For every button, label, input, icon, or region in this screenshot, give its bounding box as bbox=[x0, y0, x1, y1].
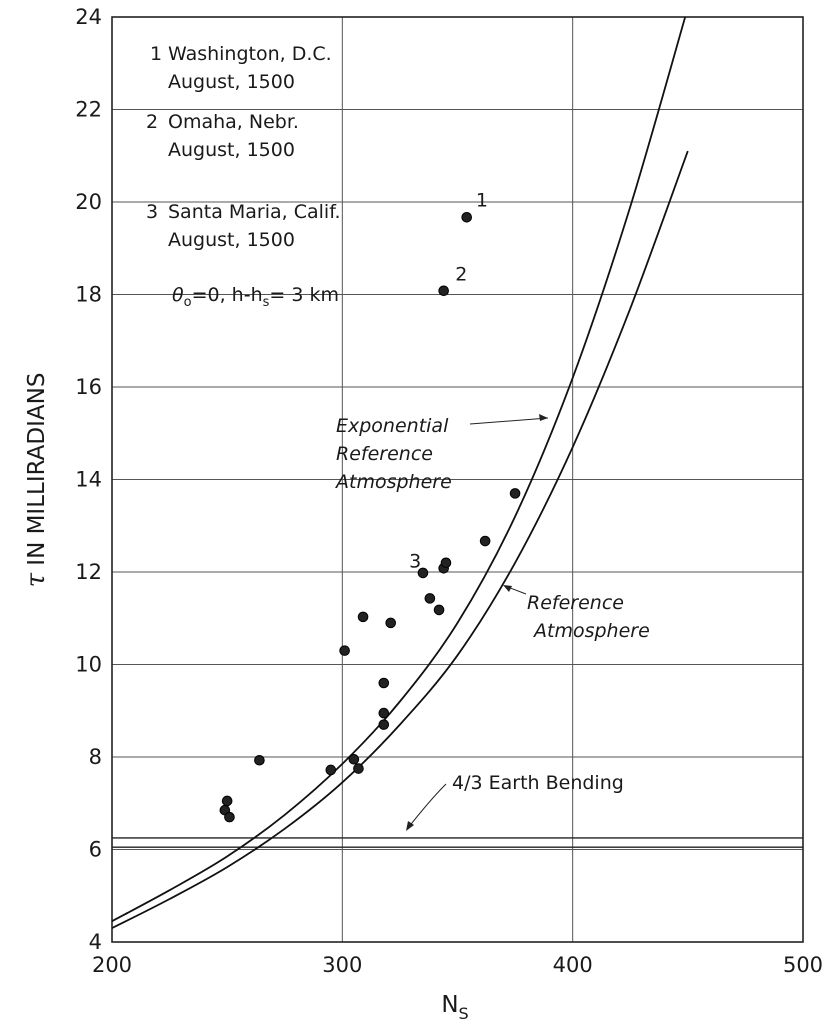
x-tick-label-400: 400 bbox=[553, 953, 593, 977]
legend: 1 Washington, D.C. August, 1500 2 Omaha,… bbox=[146, 43, 341, 251]
x-tick-label-300: 300 bbox=[322, 953, 362, 977]
legend-number-3: 3 bbox=[146, 201, 158, 223]
y-tick-label-20: 20 bbox=[75, 190, 102, 214]
data-point-15 bbox=[424, 593, 436, 604]
y-tick-label-24: 24 bbox=[75, 5, 102, 29]
data-point-12 bbox=[378, 677, 390, 689]
reference-label-line1: Reference bbox=[527, 592, 624, 614]
exponential-leader-line bbox=[469, 417, 549, 425]
condition-theta: θ bbox=[172, 284, 184, 306]
y-tick-label-12: 12 bbox=[75, 560, 102, 584]
legend-item-3-line1: Santa Maria, Calif. bbox=[168, 201, 341, 223]
legend-number-1: 1 bbox=[150, 43, 162, 65]
earth-bending-label: 4/3 Earth Bending bbox=[452, 772, 624, 794]
earth-bending-leader-line bbox=[407, 783, 447, 829]
exponential-label-line2: Reference bbox=[336, 443, 433, 465]
legend-item-3-line2: August, 1500 bbox=[168, 229, 295, 251]
grid-lines bbox=[112, 17, 803, 942]
condition-tail: = 3 km bbox=[269, 284, 339, 306]
data-point-22 bbox=[509, 488, 521, 499]
exponential-label-line1: Exponential bbox=[336, 415, 449, 437]
y-tick-label-22: 22 bbox=[75, 98, 102, 122]
earth-bending-lines bbox=[112, 837, 803, 848]
point-label-1: 1 bbox=[476, 190, 488, 212]
condition-middle: =0, h-h bbox=[192, 284, 263, 306]
data-point-18 bbox=[440, 557, 452, 569]
legend-item-1-line2: August, 1500 bbox=[168, 71, 295, 93]
reference-label-line2: Atmosphere bbox=[532, 620, 650, 642]
data-point-9 bbox=[357, 611, 369, 623]
y-tick-label-14: 14 bbox=[75, 468, 102, 492]
x-axis-title-main: N bbox=[441, 992, 458, 1018]
data-point-4 bbox=[254, 754, 265, 766]
data-point-14 bbox=[417, 567, 429, 579]
legend-number-2: 2 bbox=[146, 111, 158, 133]
condition-label: θo=0, h-hs= 3 km bbox=[172, 284, 339, 310]
data-point-11 bbox=[378, 707, 390, 719]
data-point-6 bbox=[339, 645, 350, 656]
y-axis-title: τ IN MILLIRADIANS bbox=[21, 373, 51, 588]
legend-item-2-line1: Omaha, Nebr. bbox=[168, 111, 299, 133]
y-tick-label-4: 4 bbox=[89, 930, 102, 954]
y-tick-label-8: 8 bbox=[89, 745, 102, 769]
condition-theta-subscript: o bbox=[184, 295, 192, 310]
point-label-3: 3 bbox=[409, 550, 421, 572]
data-point-2 bbox=[221, 795, 233, 807]
data-point-21 bbox=[479, 535, 491, 547]
legend-item-1-line1: Washington, D.C. bbox=[168, 43, 332, 65]
y-tick-label-18: 18 bbox=[75, 283, 102, 307]
exponential-leader-arrow bbox=[539, 414, 548, 421]
data-points-group: 1 2 3 bbox=[219, 190, 521, 823]
data-point-20 bbox=[461, 211, 473, 223]
reference-leader-arrow bbox=[503, 585, 512, 592]
earth-bending-leader-arrow bbox=[406, 821, 414, 831]
data-point-7 bbox=[348, 754, 360, 765]
data-point-5 bbox=[325, 764, 337, 776]
plot-frame bbox=[111, 16, 804, 943]
data-point-19 bbox=[438, 285, 449, 297]
point-label-2: 2 bbox=[455, 264, 467, 286]
data-point-16 bbox=[433, 604, 445, 616]
y-tick-label-16: 16 bbox=[75, 375, 102, 399]
x-axis-title: NS bbox=[441, 992, 468, 1023]
x-axis-title-subscript: S bbox=[459, 1004, 469, 1023]
data-point-13 bbox=[385, 617, 397, 629]
y-axis-title-text: IN MILLIRADIANS bbox=[24, 373, 50, 573]
exponential-label-line3: Atmosphere bbox=[334, 471, 452, 493]
condition-h-subscript: s bbox=[263, 295, 270, 310]
curve-exponential-reference-atmosphere bbox=[112, 17, 687, 922]
y-axis-title-symbol: τ bbox=[21, 572, 51, 587]
legend-item-2-line2: August, 1500 bbox=[168, 139, 295, 161]
curve-reference-atmosphere bbox=[112, 150, 689, 929]
curves-group bbox=[112, 17, 689, 929]
data-point-10 bbox=[378, 719, 390, 730]
x-tick-label-500: 500 bbox=[783, 953, 823, 977]
data-point-3 bbox=[224, 811, 235, 823]
y-tick-label-6: 6 bbox=[89, 838, 102, 862]
y-tick-label-10: 10 bbox=[75, 653, 102, 677]
x-tick-label-200: 200 bbox=[92, 953, 132, 977]
data-point-8 bbox=[353, 763, 364, 774]
